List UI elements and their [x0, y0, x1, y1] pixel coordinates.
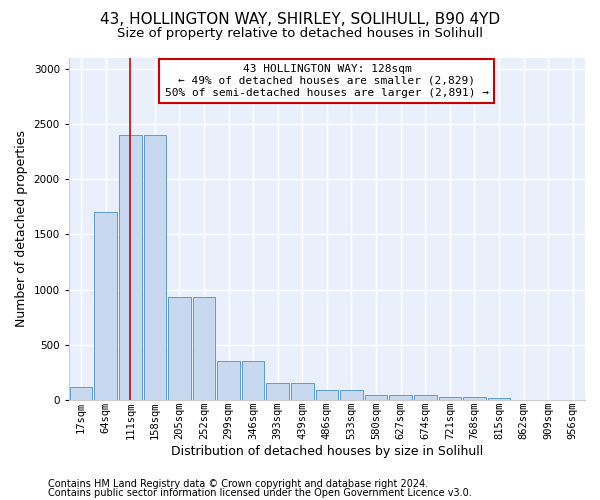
Y-axis label: Number of detached properties: Number of detached properties: [15, 130, 28, 328]
Text: Size of property relative to detached houses in Solihull: Size of property relative to detached ho…: [117, 28, 483, 40]
Bar: [389, 394, 412, 400]
Text: 43 HOLLINGTON WAY: 128sqm
← 49% of detached houses are smaller (2,829)
50% of se: 43 HOLLINGTON WAY: 128sqm ← 49% of detac…: [165, 64, 489, 98]
Bar: [242, 362, 265, 400]
Bar: [119, 135, 142, 400]
Bar: [70, 388, 92, 400]
Bar: [340, 390, 363, 400]
X-axis label: Distribution of detached houses by size in Solihull: Distribution of detached houses by size …: [171, 444, 483, 458]
Bar: [439, 396, 461, 400]
Bar: [217, 362, 240, 400]
Bar: [168, 298, 191, 400]
Bar: [365, 394, 388, 400]
Bar: [316, 390, 338, 400]
Bar: [94, 212, 117, 400]
Text: Contains HM Land Registry data © Crown copyright and database right 2024.: Contains HM Land Registry data © Crown c…: [48, 479, 428, 489]
Bar: [414, 394, 437, 400]
Text: Contains public sector information licensed under the Open Government Licence v3: Contains public sector information licen…: [48, 488, 472, 498]
Bar: [463, 396, 485, 400]
Bar: [193, 298, 215, 400]
Bar: [488, 398, 510, 400]
Bar: [143, 135, 166, 400]
Text: 43, HOLLINGTON WAY, SHIRLEY, SOLIHULL, B90 4YD: 43, HOLLINGTON WAY, SHIRLEY, SOLIHULL, B…: [100, 12, 500, 28]
Bar: [291, 384, 314, 400]
Bar: [266, 384, 289, 400]
